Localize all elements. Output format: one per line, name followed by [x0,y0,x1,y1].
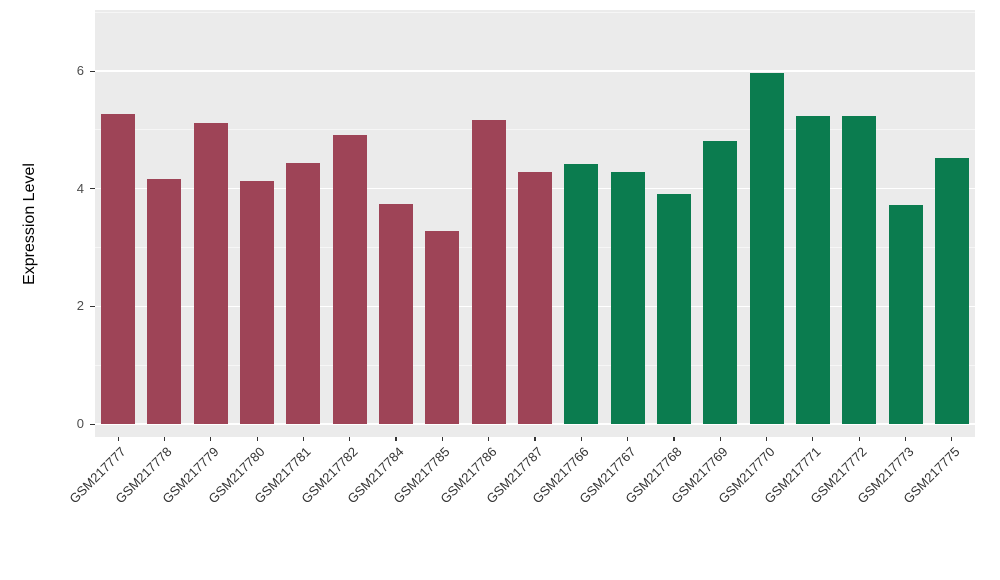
x-tick-label: GSM217778 [112,444,176,507]
y-tick-mark [90,70,95,72]
y-tick-label: 2 [76,298,84,314]
x-tick-label: GSM217769 [668,444,731,507]
x-tick-label: GSM217773 [853,444,917,507]
gridline-minor [95,11,975,13]
x-tick-label: GSM217771 [761,444,824,507]
x-tick-mark [858,437,860,441]
y-tick-mark [90,305,95,308]
gridline-major [95,423,975,425]
bar-GSM217777 [101,113,136,424]
y-tick-label: 4 [76,180,84,196]
bar-GSM217785 [425,231,460,424]
x-tick-mark [117,437,119,441]
bar-GSM217769 [703,141,738,424]
bar-GSM217784 [379,203,414,424]
x-tick-label: GSM217775 [900,444,963,507]
x-tick-mark [765,437,768,441]
x-tick-mark [441,437,443,441]
gridline-major [95,70,975,72]
x-tick-label: GSM217767 [576,444,639,507]
bar-GSM217787 [518,171,552,424]
bar-GSM217782 [332,134,367,424]
y-tick-mark [90,423,95,425]
x-tick-label: GSM217779 [159,444,222,507]
x-tick-mark [256,437,258,441]
x-tick-label: GSM217772 [807,444,870,507]
x-tick-label: GSM217768 [622,444,685,507]
bar-GSM217770 [749,73,784,424]
x-tick-label: GSM217766 [529,444,592,507]
plot-panel [95,10,975,437]
bar-GSM217781 [286,163,321,424]
x-tick-mark [302,437,304,441]
y-tick-label: 6 [76,63,84,79]
x-tick-label: GSM217787 [483,444,546,507]
x-tick-mark [163,437,166,441]
x-tick-label: GSM217770 [714,444,778,507]
gridline-minor [95,129,975,131]
x-tick-mark [673,437,675,441]
x-tick-mark [904,437,907,441]
x-tick-label: GSM217785 [390,444,453,507]
x-tick-mark [627,437,629,441]
bar-GSM217780 [240,181,275,424]
y-tick-mark [90,188,95,190]
x-tick-mark [580,437,582,441]
bar-GSM217778 [147,179,182,424]
x-tick-mark [210,437,212,441]
x-tick-label: GSM217781 [251,444,315,507]
bar-GSM217767 [610,172,645,424]
bar-GSM217773 [888,205,923,424]
x-tick-mark [951,437,953,441]
bar-GSM217779 [193,122,228,424]
y-axis-title: Expression Level [21,163,38,285]
x-tick-mark [812,437,814,441]
x-tick-mark [719,437,721,441]
bar-GSM217766 [564,163,599,424]
x-tick-label: GSM217786 [437,444,500,507]
bar-GSM217786 [471,120,506,424]
x-tick-label: GSM217782 [298,444,361,507]
x-tick-label: GSM217777 [66,444,129,507]
x-tick-mark [349,437,351,441]
bar-GSM217775 [934,158,969,424]
bar-GSM217768 [656,193,691,424]
x-tick-label: GSM217780 [205,444,268,507]
bar-GSM217771 [795,116,830,424]
x-tick-mark [395,437,397,441]
bar-GSM217772 [842,115,877,424]
x-tick-mark [534,437,536,441]
x-tick-label: GSM217784 [344,444,407,507]
x-tick-mark [488,437,490,441]
y-tick-label: 0 [76,416,84,431]
